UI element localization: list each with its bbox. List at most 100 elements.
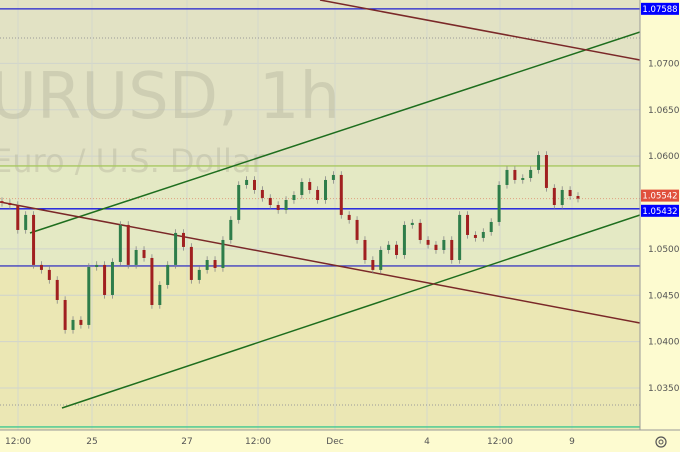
price-label: 1.05542 (642, 192, 677, 202)
candle-body (276, 205, 280, 211)
candle-body (497, 184, 501, 222)
candle-body (213, 260, 217, 268)
candle-body (0, 201, 4, 203)
candle-body (189, 246, 193, 280)
candle-body (576, 196, 580, 199)
trend-line (319, 0, 641, 61)
candle-body (442, 239, 446, 250)
candle-body (79, 319, 83, 325)
candle-body (458, 214, 462, 261)
candle-body (552, 187, 556, 206)
candle-body (229, 219, 233, 240)
candle-body (402, 224, 406, 255)
candle-body (529, 169, 533, 179)
price-label: 1.07588 (642, 5, 677, 15)
x-tick-label: 27 (181, 437, 192, 447)
x-tick-label: 12:00 (245, 437, 271, 447)
watermark-symbol: URUSD, 1h (0, 60, 340, 134)
candle-body (118, 224, 122, 262)
candle-body (205, 260, 209, 270)
zone-lower (0, 266, 640, 430)
zone-upper (0, 0, 640, 166)
y-tick-label: 1.03500 (648, 384, 680, 394)
candle-body (63, 299, 67, 330)
candle-body (379, 249, 383, 270)
x-tick-label: 4 (424, 437, 430, 447)
candle-body (308, 182, 312, 190)
candle-body (87, 266, 91, 325)
candle-body (252, 179, 256, 190)
price-label-bg (641, 189, 679, 202)
candle-body (95, 264, 99, 267)
y-tick-label: 1.04000 (648, 338, 680, 348)
trend-line (29, 31, 641, 234)
x-tick-label: 25 (86, 437, 97, 447)
candle-body (363, 239, 367, 261)
y-tick-label: 1.06000 (648, 152, 680, 162)
candle-body (245, 179, 249, 185)
candle-body (32, 214, 36, 265)
candle-body (473, 234, 477, 238)
candle-body (237, 184, 241, 220)
price-label: 1.05432 (642, 207, 677, 217)
candle-body (331, 174, 335, 180)
candle-body (489, 221, 493, 232)
candle-body (339, 174, 343, 215)
trend-line (0, 201, 641, 324)
candle-body (103, 264, 107, 295)
candle-body (166, 264, 170, 285)
candle-body (537, 155, 541, 170)
candle-body (450, 239, 454, 261)
candle-body (158, 284, 162, 305)
candle-body (466, 214, 470, 235)
y-tick-label: 1.05000 (648, 245, 680, 255)
candle-body (268, 197, 272, 206)
candle-body (410, 222, 414, 225)
candle-body (55, 279, 59, 300)
candle-body (126, 224, 130, 265)
candle-body (505, 169, 509, 185)
candle-body (16, 205, 20, 230)
watermark-description: Euro / U.S. Dollar (0, 142, 266, 180)
candle-body (181, 232, 185, 247)
candle-body (324, 179, 328, 200)
candle-body (8, 202, 12, 206)
candle-body (142, 249, 146, 258)
candle-body (347, 214, 351, 220)
x-tick-label: 12:00 (5, 437, 31, 447)
candle-body (434, 244, 438, 250)
settings-gear-icon[interactable] (655, 436, 667, 448)
y-tick-label: 1.06500 (648, 106, 680, 116)
candle-body (418, 222, 422, 240)
y-tick-label: 1.04500 (648, 291, 680, 301)
candle-body (284, 199, 288, 211)
candle-body (24, 214, 28, 230)
candle-body (47, 269, 51, 280)
candle-body (316, 189, 320, 200)
candle-body (544, 155, 548, 188)
candle-body (355, 219, 359, 240)
candle-body (150, 257, 154, 305)
candle-body (300, 182, 304, 195)
candle-body (134, 249, 138, 265)
trend-line (61, 214, 641, 409)
candle-body (371, 260, 375, 270)
x-tick-label: Dec (326, 437, 343, 447)
candle-body (387, 244, 391, 250)
candle-body (71, 319, 75, 330)
candle-body (197, 269, 201, 280)
candle-body (221, 239, 225, 268)
x-tick-label: 12:00 (487, 437, 513, 447)
candle-body (110, 261, 114, 295)
y-tick-label: 1.07000 (648, 59, 680, 69)
candle-body (568, 189, 572, 197)
candle-body (426, 239, 430, 245)
candle-body (521, 178, 525, 180)
candle-body (481, 231, 485, 238)
zone-middle (0, 166, 640, 266)
candle-body (174, 232, 178, 265)
candle-body (292, 194, 296, 200)
candle-body (39, 264, 43, 270)
